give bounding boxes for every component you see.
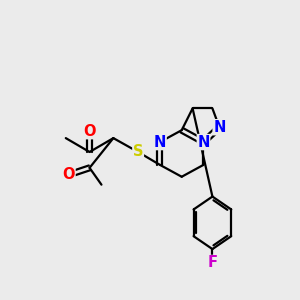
Text: O: O — [83, 124, 96, 139]
Text: O: O — [62, 167, 75, 182]
Text: N: N — [213, 120, 226, 135]
Text: F: F — [207, 255, 218, 270]
Text: N: N — [154, 135, 166, 150]
Text: S: S — [133, 145, 143, 160]
Text: N: N — [197, 135, 210, 150]
